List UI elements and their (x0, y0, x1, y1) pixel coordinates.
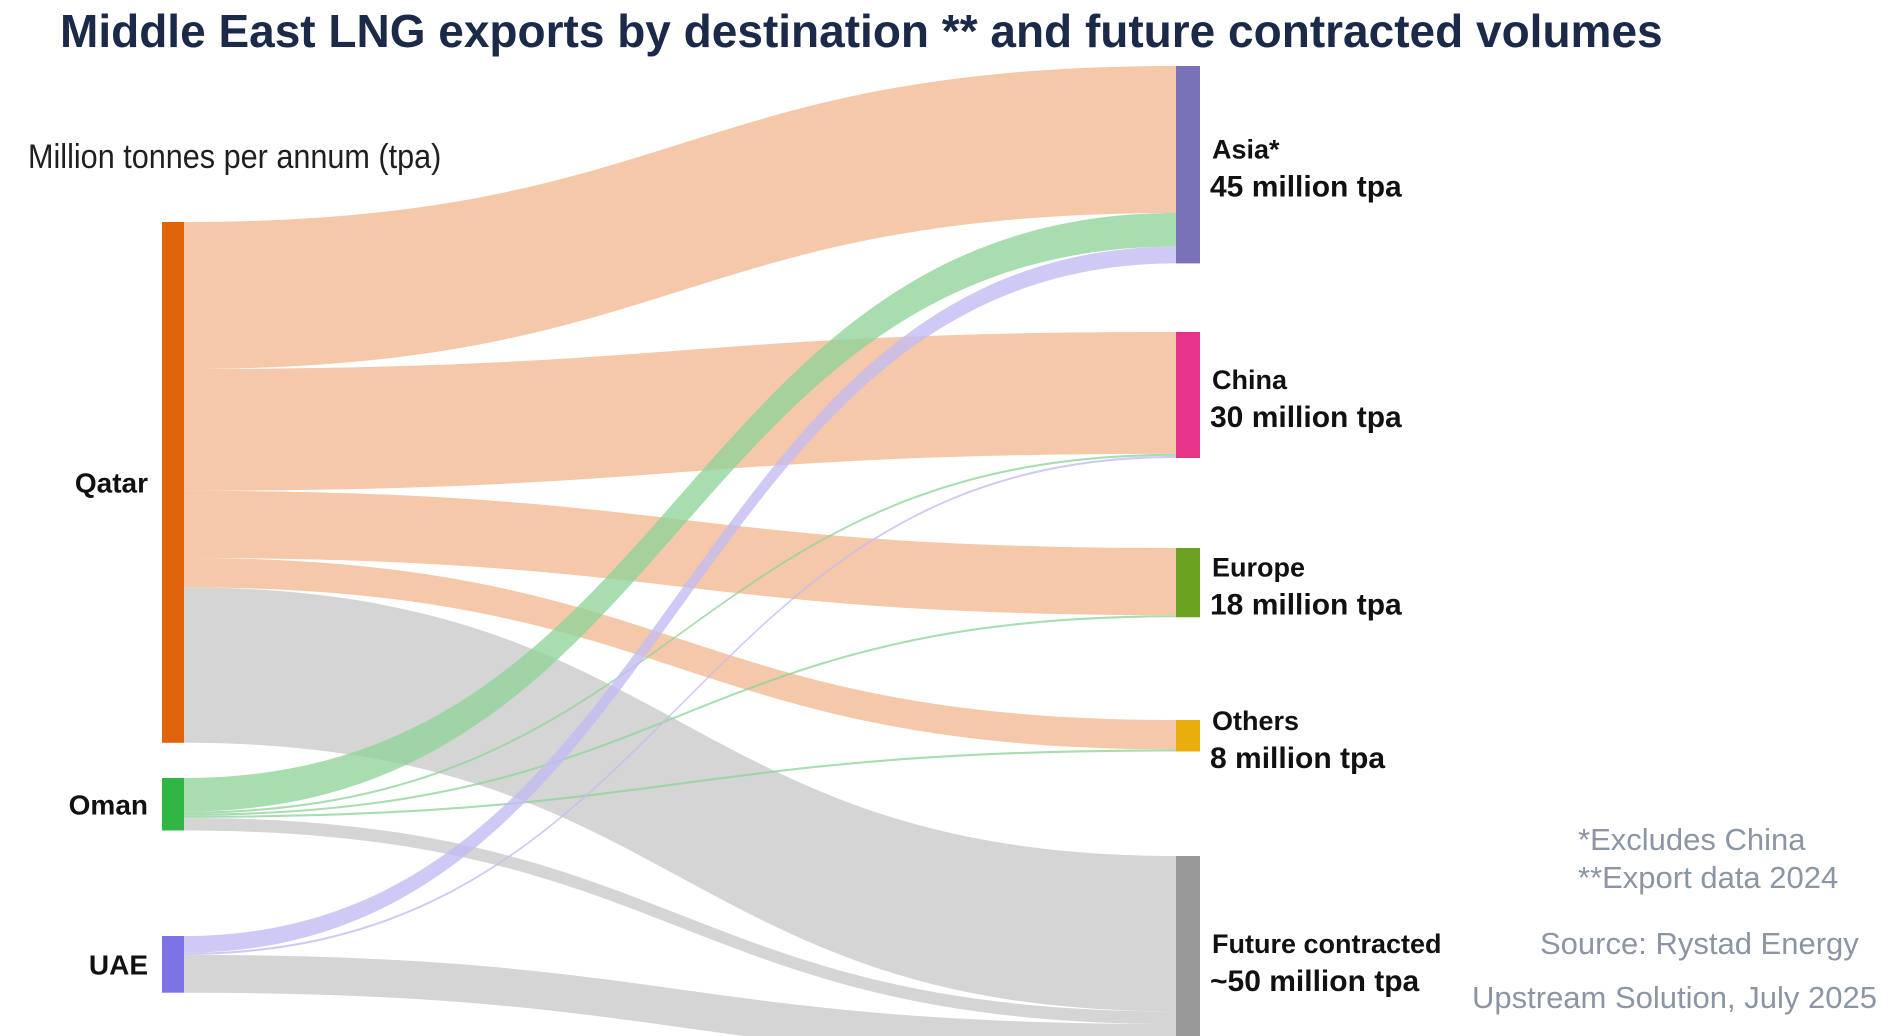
flow-qatar-to-future (184, 587, 1176, 1012)
target-name-future: Future contracted (1212, 929, 1442, 959)
target-node-china (1176, 332, 1200, 458)
flow-oman-to-future (184, 817, 1176, 1024)
unit-label: Million tonnes per annum (tpa) (28, 138, 442, 176)
flow-oman-to-others (184, 749, 1176, 818)
target-volume-future: ~50 million tpa (1210, 965, 1420, 998)
target-volume-others: 8 million tpa (1210, 742, 1385, 775)
source-node-qatar (162, 222, 184, 743)
target-name-china: China (1212, 365, 1288, 395)
note-excludes-china: *Excludes China (1578, 822, 1806, 857)
credit-note: Upstream Solution, July 2025 (1472, 980, 1877, 1015)
target-node-asia (1176, 66, 1200, 264)
flow-oman-to-china (184, 453, 1176, 814)
source-label-uae: UAE (89, 949, 148, 980)
source-note: Source: Rystad Energy (1540, 926, 1859, 961)
target-volume-asia: 45 million tpa (1210, 171, 1402, 204)
target-node-europe (1176, 548, 1200, 618)
target-volume-china: 30 million tpa (1210, 401, 1402, 434)
target-name-europe: Europe (1212, 553, 1305, 583)
target-name-asia: Asia* (1212, 135, 1280, 165)
flow-oman-to-asia (184, 213, 1176, 812)
target-name-others: Others (1212, 706, 1299, 736)
labels-layer: Qatar Oman UAE Asia* 45 million tpa China 30 m… (69, 135, 1442, 998)
flow-qatar-to-europe (184, 490, 1176, 616)
flow-qatar-to-others (184, 558, 1176, 750)
flow-qatar-to-asia (184, 66, 1176, 369)
flow-qatar-to-china (184, 332, 1176, 491)
source-node-oman (162, 778, 184, 831)
target-node-future (1176, 856, 1200, 1036)
flow-uae-to-asia (184, 246, 1176, 953)
source-label-qatar: Qatar (75, 467, 148, 498)
flow-oman-to-europe (184, 615, 1176, 816)
target-volume-europe: 18 million tpa (1210, 589, 1402, 622)
flow-uae-to-china (184, 455, 1176, 955)
source-node-uae (162, 936, 184, 993)
chart-title: Middle East LNG exports by destination *… (60, 5, 1663, 57)
target-node-others (1176, 720, 1200, 752)
note-export-data: **Export data 2024 (1578, 860, 1839, 895)
flows-layer (184, 66, 1176, 1036)
nodes-layer (162, 66, 1200, 1036)
source-label-oman: Oman (69, 789, 148, 820)
flow-uae-to-future (184, 954, 1176, 1036)
